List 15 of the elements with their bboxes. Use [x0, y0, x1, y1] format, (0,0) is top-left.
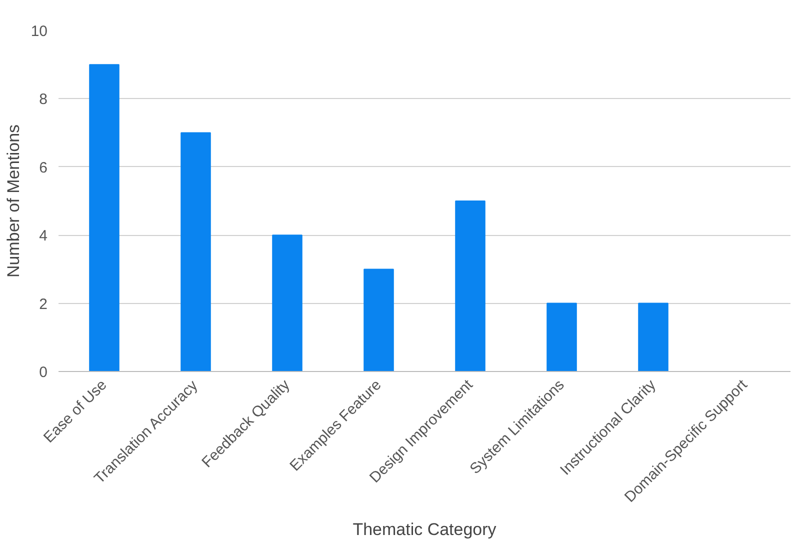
bar [455, 200, 486, 372]
y-axis-title: Number of Mentions [4, 124, 23, 278]
y-tick-label: 0 [39, 364, 48, 381]
bar [638, 302, 668, 372]
bar [180, 132, 211, 372]
y-tick-label: 6 [39, 159, 48, 176]
bar [364, 268, 394, 372]
y-tick-label: 4 [39, 228, 48, 245]
bar [89, 64, 120, 372]
y-tick-label: 8 [39, 91, 48, 108]
bar [272, 234, 302, 372]
x-axis-title: Thematic Category [352, 520, 497, 539]
y-tick-label: 2 [39, 296, 48, 313]
bar [546, 302, 577, 372]
y-tick-label: 10 [30, 23, 48, 40]
